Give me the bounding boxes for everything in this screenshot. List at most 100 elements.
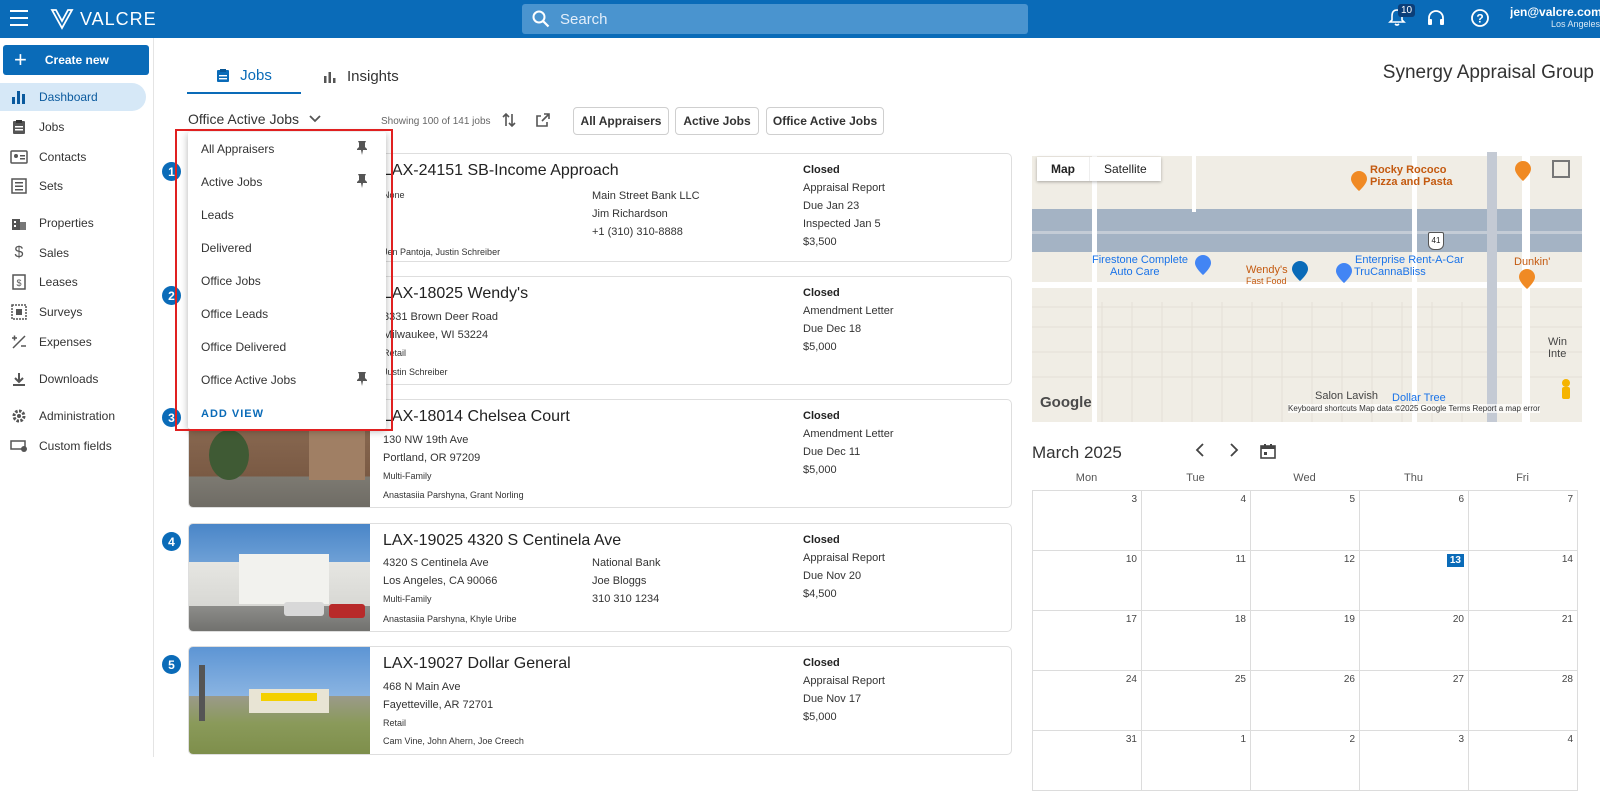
fullscreen-icon[interactable] — [1552, 160, 1570, 178]
calendar-day-cell[interactable]: 14 — [1468, 550, 1578, 611]
menu-icon[interactable] — [10, 10, 28, 26]
sidebar-item-surveys[interactable]: Surveys — [0, 298, 146, 326]
job-phone: +1 (310) 310-8888 — [592, 226, 683, 238]
view-option-all-appraisers[interactable]: All Appraisers — [188, 132, 386, 165]
calendar-prev-button[interactable] — [1195, 443, 1205, 462]
custom-fields-icon — [10, 437, 28, 455]
sort-button[interactable] — [502, 112, 516, 133]
search-input[interactable] — [560, 10, 1000, 28]
calendar-today-button[interactable] — [1260, 443, 1276, 464]
calendar-next-button[interactable] — [1229, 443, 1239, 462]
calendar-day-cell[interactable]: 4 — [1141, 490, 1251, 551]
view-option-leads[interactable]: Leads — [188, 198, 386, 231]
job-report-type: Amendment Letter — [803, 428, 894, 440]
logo[interactable]: VALCRE — [50, 6, 157, 32]
sidebar-item-dashboard[interactable]: Dashboard — [0, 83, 146, 111]
pegman-icon[interactable] — [1558, 378, 1574, 402]
user-menu[interactable]: jen@valcre.com Los Angeles — [1510, 5, 1600, 29]
calendar-day-cell[interactable]: 27 — [1359, 670, 1469, 731]
calendar-day-cell[interactable]: 21 — [1468, 610, 1578, 671]
chip-office-active-jobs[interactable]: Office Active Jobs — [766, 107, 884, 135]
job-number-badge: 2 — [162, 286, 181, 305]
job-status: Closed — [803, 410, 840, 422]
sidebar-item-jobs[interactable]: Jobs — [0, 113, 146, 141]
job-title[interactable]: LAX-18014 Chelsea Court — [383, 408, 570, 425]
search-bar[interactable] — [522, 4, 1028, 34]
job-count-text: Showing 100 of 141 jobs — [381, 116, 491, 127]
calendar-day-cell[interactable]: 24 — [1032, 670, 1142, 731]
calendar-day-cell[interactable]: 2 — [1250, 730, 1360, 791]
calendar-day-cell[interactable]: 31 — [1032, 730, 1142, 791]
calendar-day-number: 27 — [1452, 674, 1464, 685]
sidebar-item-contacts[interactable]: Contacts — [0, 143, 146, 171]
calendar-day-cell[interactable]: 5 — [1250, 490, 1360, 551]
help-icon: ? — [1471, 9, 1489, 27]
pin-icon[interactable] — [356, 371, 368, 390]
sidebar-item-sets[interactable]: Sets — [0, 172, 146, 200]
pin-icon[interactable] — [356, 140, 368, 159]
calendar-day-cell[interactable]: 3 — [1032, 490, 1142, 551]
calendar-day-cell[interactable]: 28 — [1468, 670, 1578, 731]
calendar-day-cell[interactable]: 1 — [1141, 730, 1251, 791]
support-button[interactable] — [1426, 8, 1448, 30]
calendar-day-cell[interactable]: 19 — [1250, 610, 1360, 671]
survey-icon — [10, 303, 28, 321]
job-due-date: Due Dec 18 — [803, 323, 862, 335]
calendar-day-number: 10 — [1125, 554, 1137, 565]
view-option-delivered[interactable]: Delivered — [188, 231, 386, 264]
calendar-day-cell[interactable]: 17 — [1032, 610, 1142, 671]
chip-active-jobs[interactable]: Active Jobs — [675, 107, 759, 135]
view-option-office-active-jobs[interactable]: Office Active Jobs — [188, 363, 386, 396]
chip-all-appraisers[interactable]: All Appraisers — [573, 107, 669, 135]
view-option-office-delivered[interactable]: Office Delivered — [188, 330, 386, 363]
calendar-day-cell[interactable]: 18 — [1141, 610, 1251, 671]
create-new-button[interactable]: + Create new — [3, 45, 149, 75]
sidebar-item-sales[interactable]: $ Sales — [0, 239, 146, 267]
job-status: Closed — [803, 534, 840, 546]
view-option-office-jobs[interactable]: Office Jobs — [188, 264, 386, 297]
export-button[interactable] — [535, 112, 551, 133]
map[interactable]: Map Satellite 41 Rocky Rococo Pizza and … — [1032, 152, 1582, 422]
notifications-button[interactable]: 10 — [1387, 4, 1416, 30]
calendar-day-number: 5 — [1349, 494, 1355, 505]
view-selector[interactable]: Office Active Jobs — [188, 111, 321, 127]
calendar-day-cell[interactable]: 7 — [1468, 490, 1578, 551]
job-title[interactable]: LAX-18025 Wendy's — [383, 285, 529, 302]
map-poi-label: Inte — [1548, 348, 1567, 360]
calendar-day-cell[interactable]: 25 — [1141, 670, 1251, 731]
calendar-day-cell[interactable]: 10 — [1032, 550, 1142, 611]
view-option-label: Delivered — [201, 240, 252, 255]
job-card[interactable]: LAX-19027 Dollar General 468 N Main Ave … — [188, 646, 1012, 755]
calendar-day-cell[interactable]: 11 — [1141, 550, 1251, 611]
calendar-day-cell[interactable]: 12 — [1250, 550, 1360, 611]
calendar-day-cell[interactable]: 26 — [1250, 670, 1360, 731]
tab-label: Jobs — [240, 66, 272, 84]
calendar-day-cell[interactable]: 4 — [1468, 730, 1578, 791]
job-title[interactable]: LAX-19025 4320 S Centinela Ave — [383, 532, 622, 549]
tab-jobs[interactable]: Jobs — [187, 58, 301, 94]
sidebar-item-custom-fields[interactable]: Custom fields — [0, 432, 146, 460]
sidebar-item-downloads[interactable]: Downloads — [0, 365, 146, 393]
calendar-day-cell[interactable]: 20 — [1359, 610, 1469, 671]
map-tab-satellite[interactable]: Satellite — [1089, 157, 1161, 181]
sidebar-item-label: Dashboard — [39, 90, 98, 104]
job-title[interactable]: LAX-24151 SB-Income Approach — [383, 162, 619, 179]
sidebar-item-leases[interactable]: $ Leases — [0, 268, 146, 296]
sidebar-item-properties[interactable]: Properties — [0, 209, 146, 237]
calendar-day-cell[interactable]: 3 — [1359, 730, 1469, 791]
add-view-button[interactable]: ADD VIEW — [201, 408, 264, 420]
job-card[interactable]: LAX-19025 4320 S Centinela Ave 4320 S Ce… — [188, 523, 1012, 632]
pin-icon[interactable] — [356, 173, 368, 192]
map-tab-map[interactable]: Map — [1051, 162, 1075, 176]
sidebar-item-administration[interactable]: Administration — [0, 402, 146, 430]
sidebar-item-expenses[interactable]: Expenses — [0, 328, 146, 356]
calendar-day-cell[interactable]: 6 — [1359, 490, 1469, 551]
view-option-active-jobs[interactable]: Active Jobs — [188, 165, 386, 198]
job-title[interactable]: LAX-19027 Dollar General — [383, 655, 571, 672]
map-poi-label: Win — [1548, 336, 1567, 348]
view-option-office-leads[interactable]: Office Leads — [188, 297, 386, 330]
help-button[interactable]: ? — [1470, 8, 1492, 30]
tab-insights[interactable]: Insights — [323, 58, 423, 94]
open-external-icon — [536, 113, 550, 127]
calendar-day-cell[interactable]: 13 — [1359, 550, 1469, 611]
